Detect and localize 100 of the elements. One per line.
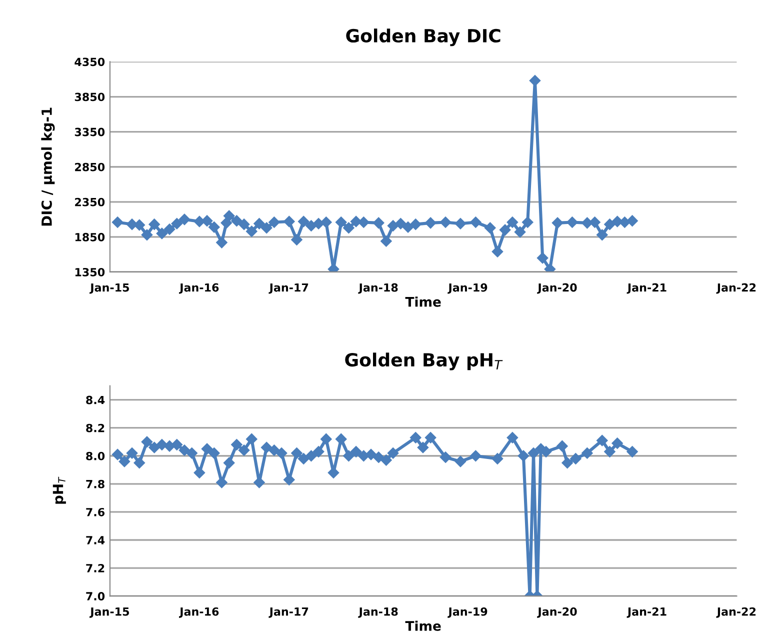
point — [582, 447, 593, 459]
point — [506, 216, 518, 228]
chart-title: Golden Bay pH$_{T}$ — [345, 352, 503, 370]
point — [231, 439, 242, 450]
point — [284, 216, 295, 228]
y-tick-label: 7.4 — [86, 536, 105, 544]
point — [440, 452, 452, 463]
point — [612, 438, 623, 449]
point — [246, 433, 258, 445]
point — [141, 436, 153, 448]
point — [220, 217, 232, 229]
x-tick-label: Jan-22 — [716, 607, 756, 618]
point — [343, 450, 354, 462]
point — [536, 252, 548, 264]
y-tick-label: 8.0 — [86, 452, 105, 460]
point — [528, 447, 540, 459]
x-tick-label: Jan-15 — [90, 608, 129, 618]
point — [552, 217, 564, 229]
chart-title: Golden Bay DIC — [346, 28, 500, 46]
x-tick-label: Jan-16 — [179, 607, 219, 618]
point — [223, 210, 235, 222]
point — [194, 467, 206, 478]
point — [387, 220, 399, 232]
point — [231, 215, 242, 226]
x-tick-label: Jan-15 — [90, 283, 129, 294]
point — [395, 218, 406, 230]
point — [454, 456, 466, 468]
x-axis-title: Time — [405, 620, 441, 631]
point — [208, 222, 220, 233]
point — [372, 217, 384, 229]
point — [156, 439, 168, 450]
x-tick-label: Jan-20 — [537, 607, 577, 618]
x-tick-label: Jan-18 — [358, 607, 398, 618]
point — [604, 218, 616, 230]
point — [126, 447, 138, 459]
point — [424, 217, 436, 229]
y-tick-label: 8.2 — [86, 424, 104, 432]
point — [566, 216, 578, 228]
point — [582, 217, 593, 229]
point — [141, 229, 153, 240]
point — [380, 236, 392, 247]
x-tick-label: Jan-22 — [716, 283, 756, 294]
point — [417, 442, 429, 454]
point — [118, 456, 130, 468]
y-tick-label: 1850 — [75, 232, 105, 242]
point — [112, 448, 124, 460]
point — [284, 474, 295, 486]
y-axis-title: DIC / µmol kg-1 — [41, 108, 55, 226]
x-axis-title: Time — [405, 296, 441, 307]
point — [350, 446, 362, 458]
point — [291, 447, 302, 459]
point — [306, 450, 317, 462]
point — [201, 443, 213, 454]
y-tick-label: 1350 — [75, 268, 105, 276]
point — [246, 226, 258, 237]
x-tick-label: Jan-16 — [179, 283, 219, 294]
point — [380, 454, 392, 466]
point — [410, 218, 422, 230]
point — [276, 447, 288, 459]
point — [134, 457, 145, 468]
point — [589, 216, 600, 228]
y-tick-label: 4350 — [74, 58, 105, 66]
y-tick-label: 3350 — [74, 128, 105, 136]
x-tick-label: Jan-19 — [448, 607, 488, 618]
point — [454, 218, 466, 230]
point — [358, 216, 370, 228]
point — [596, 434, 608, 446]
y-tick-label: 7.2 — [86, 564, 104, 572]
point — [335, 216, 347, 228]
point — [596, 229, 608, 240]
point — [216, 476, 228, 488]
y-tick-label: 7.6 — [86, 508, 105, 516]
point — [424, 432, 436, 444]
point — [268, 216, 280, 228]
y-tick-label: 3850 — [74, 92, 105, 102]
point — [186, 447, 198, 459]
point — [156, 228, 168, 240]
point — [372, 452, 384, 463]
y-axis-title: pH$_{T}$ — [52, 476, 66, 504]
point — [223, 457, 235, 468]
x-tick-label: Jan-21 — [626, 607, 666, 618]
point — [440, 216, 452, 228]
point — [506, 432, 518, 444]
point — [626, 215, 638, 226]
y-tick-label: 2850 — [75, 162, 105, 172]
point — [171, 218, 182, 230]
point — [208, 447, 220, 459]
point — [556, 440, 568, 452]
point — [298, 453, 310, 464]
point — [522, 216, 534, 228]
point — [171, 439, 182, 450]
point — [216, 236, 228, 248]
point — [570, 453, 582, 464]
point — [312, 218, 324, 230]
point — [254, 218, 265, 230]
point — [260, 222, 272, 234]
y-tick-label: 8.4 — [86, 396, 105, 404]
point — [164, 224, 176, 235]
point — [238, 444, 250, 456]
point — [499, 224, 511, 236]
